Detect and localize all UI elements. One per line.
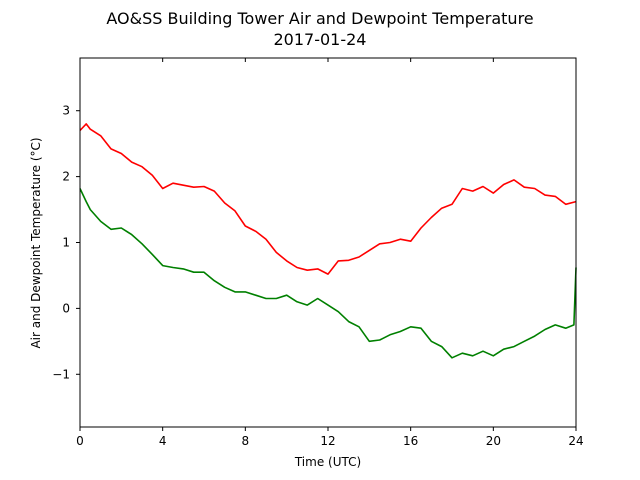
- y-tick-label: 3: [62, 104, 70, 118]
- y-axis: −1 0 1 2 3: [52, 104, 80, 381]
- y-tick-label: −1: [52, 367, 70, 381]
- y-tick-label: 1: [62, 236, 70, 250]
- chart-subtitle: 2017-01-24: [274, 30, 367, 49]
- series-layer: [79, 123, 577, 359]
- y-axis-label: Air and Dewpoint Temperature (°C): [29, 137, 43, 348]
- plot-frame: [79, 57, 577, 428]
- x-tick-label: 0: [76, 434, 84, 448]
- x-tick-label: 8: [242, 434, 250, 448]
- x-tick-label: 4: [159, 434, 167, 448]
- x-tick-label: 16: [403, 434, 418, 448]
- x-tick-label: 20: [486, 434, 501, 448]
- x-tick-label: 24: [568, 434, 583, 448]
- x-axis-label: Time (UTC): [294, 455, 361, 469]
- series-line-0: [79, 123, 577, 275]
- chart-title: AO&SS Building Tower Air and Dewpoint Te…: [106, 9, 533, 28]
- y-tick-label: 0: [62, 301, 70, 315]
- y-tick-label: 2: [62, 170, 70, 184]
- series-line-1: [79, 188, 577, 359]
- x-tick-label: 12: [320, 434, 335, 448]
- x-axis: 0 4 8 12 16 20 24: [76, 58, 584, 448]
